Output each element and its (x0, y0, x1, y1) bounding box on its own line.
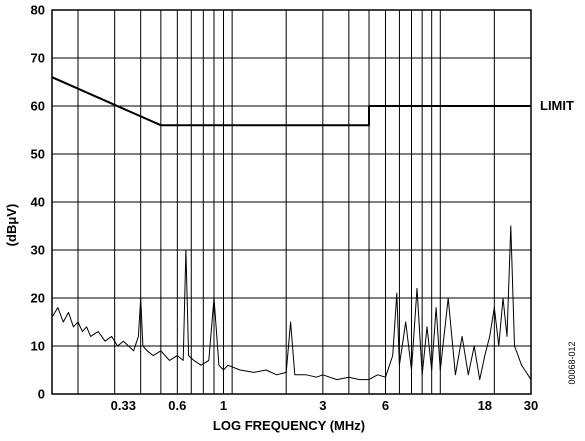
x-tick-label: 0.33 (111, 398, 136, 413)
x-tick-label: 6 (382, 398, 389, 413)
x-axis: 0.33 0.6 1 3 6 18 30 (111, 398, 539, 413)
figure-code: 00068-012 (567, 341, 577, 384)
y-axis: 0 10 20 30 40 50 60 70 80 (31, 3, 45, 402)
plot-frame (51, 9, 532, 395)
x-axis-label: LOG FREQUENCY (MHz) (213, 418, 365, 433)
y-tick-label: 50 (31, 147, 45, 162)
limit-label: LIMIT (540, 98, 574, 113)
x-tick-label: 0.6 (168, 398, 186, 413)
emission-trace (51, 225, 532, 381)
series-layer (51, 76, 532, 381)
y-tick-label: 60 (31, 99, 45, 114)
x-tick-label: 18 (478, 398, 492, 413)
y-tick-label: 80 (31, 3, 45, 18)
y-tick-label: 70 (31, 51, 45, 66)
grid (52, 10, 531, 394)
x-tick-label: 3 (319, 398, 326, 413)
y-tick-label: 20 (31, 291, 45, 306)
x-tick-label: 30 (524, 398, 538, 413)
y-axis-label: (dBμV) (4, 204, 19, 247)
y-tick-label: 40 (31, 195, 45, 210)
y-tick-label: 30 (31, 243, 45, 258)
x-tick-label: 1 (220, 398, 227, 413)
y-tick-label: 10 (31, 339, 45, 354)
limit-line (51, 76, 531, 127)
y-tick-label: 0 (38, 387, 45, 402)
